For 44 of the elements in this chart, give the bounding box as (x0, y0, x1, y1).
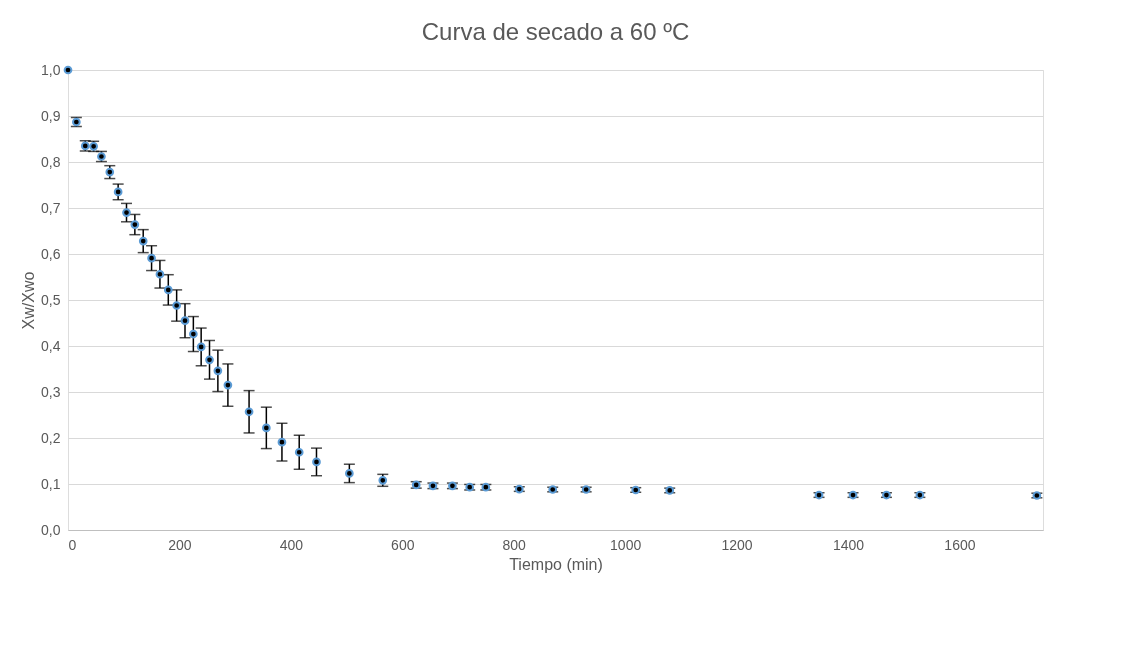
point (196, 342, 206, 352)
point (155, 269, 165, 279)
y-tick-label: 0,8 (41, 153, 61, 170)
point (138, 236, 148, 246)
chart-title: Curva de secado a 60 ºC (421, 17, 690, 45)
point (147, 253, 156, 263)
point (261, 423, 271, 433)
point (113, 187, 123, 197)
point (63, 65, 73, 75)
y-tick-label: 0,3 (41, 383, 61, 400)
y-axis-title: Xw/Xwo (20, 271, 38, 330)
x-tick-label: 400 (279, 536, 304, 553)
point (172, 301, 181, 310)
x-tick-label: 0 (68, 536, 77, 553)
point (163, 285, 173, 295)
point (223, 380, 233, 390)
y-tick-label: 0,9 (41, 107, 61, 124)
point (180, 316, 190, 326)
x-tick-label: 600 (391, 536, 415, 553)
x-tick-label: 1400 (832, 536, 865, 553)
point (244, 407, 254, 417)
x-tick-label: 1200 (721, 536, 753, 553)
x-tick-label: 200 (168, 536, 192, 553)
y-tick-label: 0,7 (41, 199, 61, 216)
point (122, 208, 131, 217)
y-tick-label: 0,6 (41, 245, 61, 262)
point (345, 469, 354, 478)
point (205, 355, 214, 365)
point (294, 447, 304, 457)
x-axis-title: Tiempo (min) (509, 555, 603, 573)
y-tick-label: 0,1 (41, 475, 61, 492)
y-tick-label: 0,2 (41, 429, 61, 446)
point (213, 366, 223, 376)
x-tick-label: 800 (502, 536, 527, 553)
point (189, 329, 198, 339)
x-tick-label: 1000 (610, 536, 642, 553)
x-tick-label: 1600 (944, 536, 976, 553)
point (277, 437, 287, 447)
y-tick-label: 1,0 (41, 61, 61, 78)
y-tick-label: 0,0 (41, 521, 61, 538)
point (312, 457, 321, 467)
point (130, 220, 140, 229)
y-tick-label: 0,4 (41, 337, 61, 354)
y-tick-label: 0,5 (41, 291, 61, 308)
